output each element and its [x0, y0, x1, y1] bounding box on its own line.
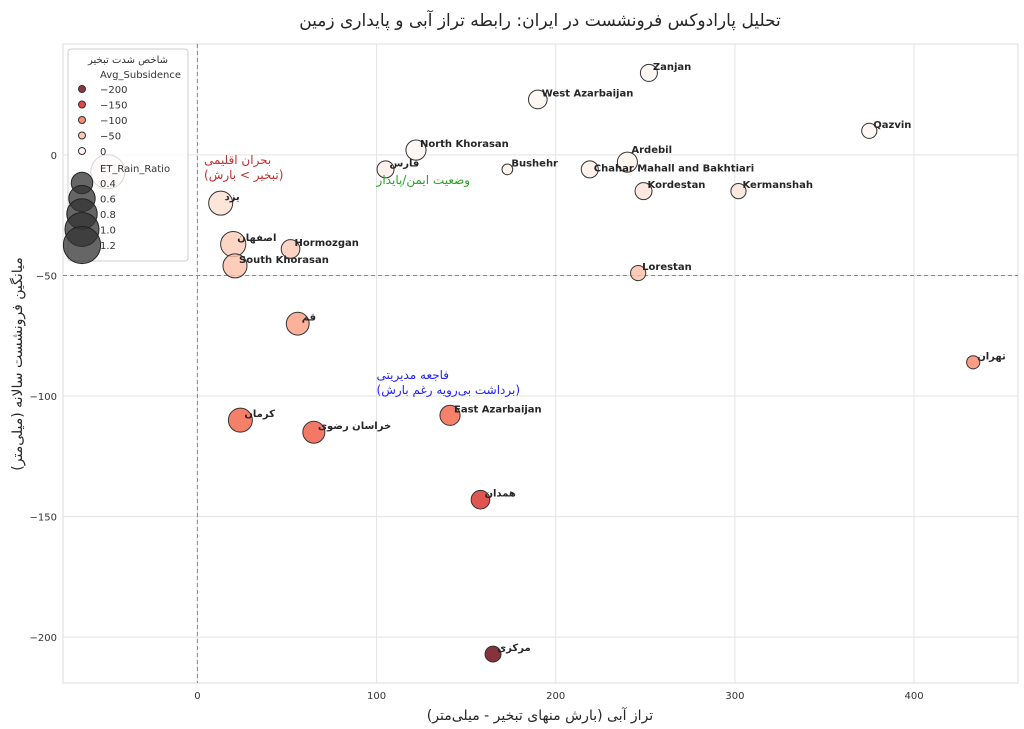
point-label: اصفهان [237, 233, 276, 244]
annotation-text: (تبخیر > بارش) [204, 168, 283, 183]
legend-size-marker [62, 225, 102, 265]
data-point [405, 139, 427, 161]
legend-color-label: −100 [100, 116, 127, 127]
annotation-text: بحران اقلیمی [204, 153, 271, 168]
y-tick-label: −200 [30, 633, 57, 644]
x-tick-label: 0 [194, 691, 200, 702]
y-tick-label: 0 [51, 151, 57, 162]
legend-color-marker [78, 85, 86, 93]
annotation-text: (برداشت بی‌رویه رغم بارش) [377, 383, 521, 398]
plot-frame [62, 43, 1019, 684]
legend-color-label: 0 [100, 147, 106, 158]
data-point [966, 355, 981, 370]
grid [63, 44, 1018, 683]
data-point [470, 489, 491, 510]
x-tick-label: 300 [725, 691, 744, 702]
point-label: East Azarbaijan [454, 404, 542, 415]
legend-color-marker [78, 100, 86, 109]
point-label: Hormozgan [295, 238, 359, 249]
point-label: Lorestan [642, 262, 692, 273]
legend-size-label: 0.8 [100, 210, 116, 221]
point-label: Bushehr [511, 158, 558, 169]
legend-size-label: 0.6 [100, 195, 116, 206]
legend: شاخص شدت تبخیر Avg_Subsidence −200 −150 −100… [62, 48, 189, 265]
annotation-text: وضعیت ایمن/پایدار [376, 173, 471, 188]
data-point [376, 160, 395, 179]
legend-color-marker [78, 131, 86, 140]
legend-color-label: −50 [100, 132, 121, 143]
x-axis-label: تراز آبی (بارش منهای تبخیر - میلی‌متر) [427, 707, 654, 724]
x-tick-label: 400 [905, 691, 924, 702]
legend-size-label: 1.0 [100, 226, 116, 237]
points: Zanjan West Azarbaijan Qazvin North Khorasa… [90, 62, 1006, 663]
point-label: فارس [390, 158, 420, 169]
data-point [501, 163, 514, 176]
annotations: بحران اقلیمی(تبخیر > بارش) وضعیت ایمن/پای… [204, 153, 520, 398]
annotation-text: فاجعه مدیریتی [377, 368, 450, 383]
point-label: همدان [484, 489, 515, 500]
point-label: کرمان [244, 409, 275, 420]
point-label: Qazvin [873, 120, 911, 131]
data-point [580, 160, 599, 179]
y-tick-label: −50 [36, 271, 57, 282]
data-point [302, 420, 326, 444]
data-point [634, 182, 653, 201]
reference-lines [63, 44, 1018, 683]
legend-size-label: 1.2 [100, 241, 116, 252]
data-point [639, 63, 658, 82]
y-axis-label: میانگین فرونشست سالانه (میلی‌متر) [9, 257, 26, 470]
data-point [439, 404, 461, 426]
point-label: قم [302, 313, 316, 324]
point-label: Ardebil [631, 145, 672, 156]
data-point [861, 122, 878, 139]
point-label: South Khorasan [239, 255, 329, 266]
legend-color-label: −150 [100, 101, 127, 112]
point-label: Zanjan [653, 62, 691, 73]
legend-box [67, 48, 189, 262]
legend-size-title: ET_Rain_Ratio [100, 164, 170, 175]
data-point [208, 190, 234, 216]
x-tick-label: 100 [367, 691, 386, 702]
legend-color-marker [78, 147, 86, 155]
point-label: West Azarbaijan [542, 88, 634, 99]
legend-color-title: Avg_Subsidence [100, 70, 181, 81]
data-point [528, 89, 548, 110]
data-point [484, 645, 502, 663]
point-label: خراسان رضوی [318, 421, 391, 432]
y-tick-label: −150 [30, 513, 57, 524]
chart-title: تحلیل پارادوکس فرونشست در ایران: رابطه ت… [299, 9, 781, 31]
data-point [630, 264, 647, 282]
data-point [280, 239, 301, 259]
x-tick-label: 200 [546, 691, 565, 702]
point-label: یزد [225, 192, 240, 203]
ticks: 0 100 200 300 400 0 −50 −100 −150 −200 [30, 151, 924, 702]
y-tick-label: −100 [30, 392, 57, 403]
point-label: North Khorasan [420, 139, 509, 150]
legend-size-label: 0.4 [100, 179, 116, 190]
data-point [616, 151, 638, 173]
legend-title: شاخص شدت تبخیر [87, 55, 168, 66]
legend-color-marker [78, 116, 86, 124]
data-point [222, 253, 248, 279]
point-label: مرکزی [497, 643, 531, 654]
point-label: Kordestan [648, 180, 706, 191]
data-point [285, 311, 310, 336]
point-label: Chahar Mahall and Bakhtiari [594, 163, 754, 174]
data-point [730, 182, 747, 200]
point-label: تهران [977, 351, 1006, 362]
data-point [227, 407, 253, 433]
legend-color-label: −200 [100, 85, 127, 96]
point-label: Kermanshah [742, 180, 813, 191]
